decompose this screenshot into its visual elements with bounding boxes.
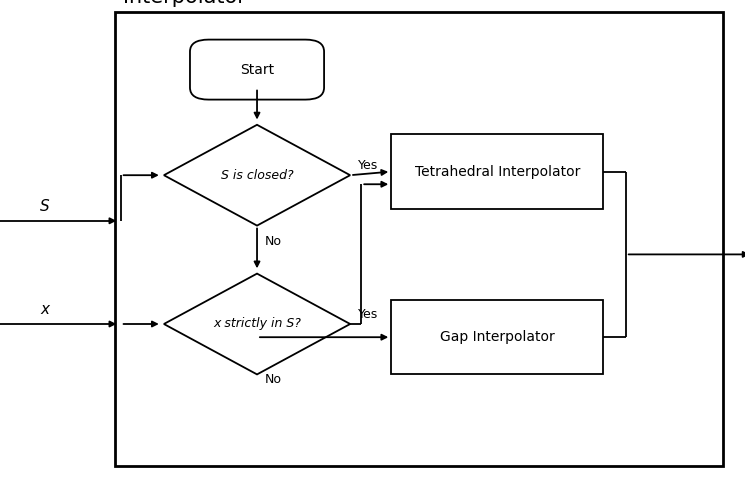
Text: S is closed?: S is closed? xyxy=(221,168,294,182)
Text: Gap Interpolator: Gap Interpolator xyxy=(440,330,555,344)
Text: Tetrahedral Interpolator: Tetrahedral Interpolator xyxy=(415,165,580,179)
Bar xyxy=(391,134,603,209)
Text: x: x xyxy=(40,302,49,317)
Bar xyxy=(391,300,603,374)
Text: No: No xyxy=(264,373,282,386)
Polygon shape xyxy=(164,125,350,226)
Text: Yes: Yes xyxy=(358,308,378,321)
Text: Interpolator: Interpolator xyxy=(123,0,246,7)
Text: Start: Start xyxy=(240,62,274,77)
Text: S: S xyxy=(40,199,49,214)
Text: Yes: Yes xyxy=(358,159,378,172)
Bar xyxy=(115,12,723,466)
Text: x strictly in S?: x strictly in S? xyxy=(213,317,301,331)
FancyBboxPatch shape xyxy=(190,40,324,100)
Polygon shape xyxy=(164,274,350,374)
Text: No: No xyxy=(264,235,282,248)
